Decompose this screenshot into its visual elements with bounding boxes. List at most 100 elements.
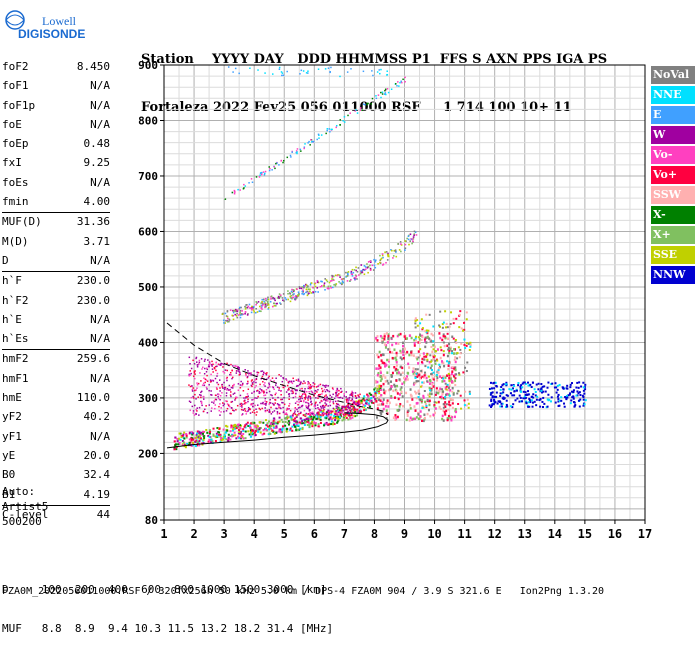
echo-point xyxy=(336,421,339,424)
echo-point xyxy=(299,382,302,384)
echo-point xyxy=(206,368,209,371)
echo-point xyxy=(239,372,241,374)
echo-point xyxy=(323,285,325,288)
echo-point xyxy=(323,413,326,416)
echo-point xyxy=(406,400,409,403)
echo-point xyxy=(354,274,357,276)
echo-point xyxy=(367,102,369,105)
echo-point xyxy=(371,394,374,397)
echo-point xyxy=(264,394,267,396)
echo-point xyxy=(201,404,203,407)
echo-point xyxy=(421,381,424,384)
echo-point xyxy=(298,428,301,431)
echo-point xyxy=(307,418,310,421)
echo-point xyxy=(265,305,267,308)
echo-point xyxy=(326,280,329,283)
echo-point xyxy=(374,266,377,269)
echo-point xyxy=(432,344,435,347)
echo-point xyxy=(367,266,370,268)
echo-point xyxy=(195,356,198,359)
echo-point xyxy=(289,300,292,303)
echo-point xyxy=(216,427,219,430)
echo-point xyxy=(307,421,310,424)
echo-point xyxy=(254,386,256,389)
echo-point xyxy=(402,356,405,360)
echo-point xyxy=(390,395,393,398)
echo-point xyxy=(435,388,438,391)
auto-line1: Auto: xyxy=(2,485,36,498)
echo-point xyxy=(205,405,207,407)
echo-point xyxy=(332,423,335,426)
echo-point xyxy=(372,74,374,77)
echo-point xyxy=(412,354,415,357)
echo-point xyxy=(442,333,445,336)
echo-point xyxy=(176,440,179,443)
echo-point xyxy=(259,431,262,434)
echo-point xyxy=(424,330,427,333)
echo-point xyxy=(443,344,446,348)
echo-point xyxy=(556,395,559,398)
echo-point xyxy=(238,431,241,434)
echo-point xyxy=(272,386,275,389)
echo-point xyxy=(268,169,271,172)
echo-point xyxy=(432,358,435,361)
echo-point xyxy=(448,360,451,364)
echo-point xyxy=(431,382,434,386)
param-row: hmE 110.0 xyxy=(2,389,110,408)
echo-point xyxy=(245,374,247,377)
echo-point xyxy=(390,88,393,90)
param-name: C-level xyxy=(2,507,49,521)
echo-point xyxy=(399,365,402,369)
echo-point xyxy=(441,414,444,418)
echo-point xyxy=(448,349,451,352)
echo-point xyxy=(244,308,247,310)
echo-point xyxy=(382,407,385,411)
x-tick-label: 2 xyxy=(190,527,197,541)
echo-point xyxy=(376,385,379,388)
param-value: 230.0 xyxy=(76,274,110,288)
echo-point xyxy=(229,309,232,312)
echo-point xyxy=(327,409,330,412)
echo-point xyxy=(458,326,461,329)
echo-point xyxy=(308,404,310,406)
echo-point xyxy=(490,406,493,409)
echo-point xyxy=(496,402,499,405)
echo-point xyxy=(366,263,368,265)
echo-point xyxy=(306,420,309,423)
echo-point xyxy=(314,414,317,417)
echo-point xyxy=(456,357,459,360)
echo-point xyxy=(245,397,247,399)
echo-point xyxy=(354,410,357,413)
echo-point xyxy=(444,405,447,408)
echo-point xyxy=(406,412,409,415)
echo-point xyxy=(407,235,410,238)
echo-point xyxy=(324,402,326,404)
echo-point xyxy=(448,394,451,397)
echo-point xyxy=(400,357,403,361)
echo-point xyxy=(448,379,451,382)
echo-point xyxy=(416,324,419,327)
echo-point xyxy=(296,296,298,298)
param-row: hmF2 259.6 xyxy=(2,350,110,369)
echo-point xyxy=(244,312,246,315)
echo-point xyxy=(299,73,301,75)
echo-point xyxy=(299,427,302,430)
echo-point xyxy=(582,386,585,389)
echo-point xyxy=(309,283,312,286)
echo-point xyxy=(387,358,390,362)
echo-point xyxy=(449,417,452,420)
echo-point xyxy=(306,401,309,404)
echo-point xyxy=(241,406,243,408)
echo-point xyxy=(372,395,375,398)
echo-point xyxy=(348,399,350,401)
echo-point xyxy=(298,395,301,398)
echo-point xyxy=(307,72,309,74)
echo-point xyxy=(248,424,251,427)
echo-point xyxy=(225,315,228,317)
echo-point xyxy=(385,364,388,367)
echo-point xyxy=(238,72,240,75)
echo-point xyxy=(208,363,211,366)
echo-point xyxy=(252,305,255,308)
echo-point xyxy=(444,376,447,379)
echo-point xyxy=(200,431,203,434)
